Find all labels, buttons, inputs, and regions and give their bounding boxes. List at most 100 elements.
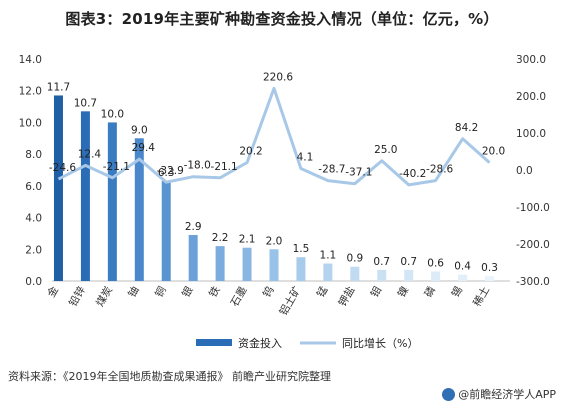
left-axis-ticks: 0.0 2.0 4.0 6.0 8.0 10.0 12.0 14.0 bbox=[19, 54, 42, 288]
growth-value-label: -37.1 bbox=[345, 167, 372, 179]
growth-value-label: -40.2 bbox=[399, 168, 426, 180]
bar-value-label: 1.1 bbox=[320, 250, 337, 262]
bar-value-label: 10.7 bbox=[74, 97, 97, 109]
left-tick-label: 4.0 bbox=[25, 213, 42, 225]
category-label: 锡 bbox=[449, 284, 466, 300]
category-label: 铅锌 bbox=[66, 284, 88, 309]
bar-value-label: 10.0 bbox=[101, 108, 124, 120]
growth-value-label: 4.1 bbox=[297, 151, 314, 163]
growth-value-label: -21.1 bbox=[211, 161, 238, 173]
bar bbox=[242, 247, 252, 281]
bar-value-label: 0.6 bbox=[427, 257, 444, 269]
brand-text: @前瞻经济学人APP bbox=[458, 388, 556, 401]
right-tick-label: -200.0 bbox=[516, 239, 550, 251]
left-tick-label: 2.0 bbox=[25, 244, 42, 256]
bar-value-label: 0.7 bbox=[373, 256, 390, 268]
bar-value-label: 0.9 bbox=[346, 253, 363, 265]
left-tick-label: 8.0 bbox=[25, 149, 42, 161]
bar-value-label: 2.9 bbox=[185, 221, 202, 233]
category-label: 钨 bbox=[260, 284, 277, 300]
bar bbox=[161, 181, 171, 281]
category-label: 稀土 bbox=[470, 284, 492, 309]
category-label: 钼 bbox=[368, 284, 385, 300]
left-tick-label: 10.0 bbox=[19, 117, 42, 129]
growth-value-label: 220.6 bbox=[263, 71, 293, 83]
right-tick-label: 200.0 bbox=[516, 91, 546, 103]
source-note: 资料来源：《2019年全国地质勘查成果通报》 前瞻产业研究院整理 bbox=[8, 370, 331, 383]
bar-value-label: 6.3 bbox=[158, 167, 175, 179]
growth-value-label: -28.6 bbox=[426, 164, 453, 176]
growth-value-label: 12.4 bbox=[78, 148, 102, 160]
bar-value-label: 1.5 bbox=[293, 243, 310, 255]
bar-value-label: 2.1 bbox=[239, 234, 256, 246]
line-series bbox=[57, 86, 491, 187]
category-label: 煤炭 bbox=[93, 284, 115, 309]
bar-value-label: 11.7 bbox=[47, 81, 70, 93]
bar bbox=[458, 274, 468, 281]
category-label: 铜 bbox=[153, 285, 169, 300]
bar-value-label: 0.4 bbox=[454, 261, 471, 273]
bar-value-label: 0.7 bbox=[400, 256, 417, 268]
left-tick-label: 12.0 bbox=[19, 86, 42, 98]
category-label: 铝土矿 bbox=[277, 284, 304, 318]
bar bbox=[53, 95, 63, 281]
bar-data-labels: 11.7 10.7 10.0 9.0 6.3 2.9 2.2 2.1 2.0 1.5 1.1 0.9 0… bbox=[47, 81, 498, 274]
right-tick-label: -300.0 bbox=[516, 276, 550, 288]
growth-value-label: 84.2 bbox=[455, 122, 478, 134]
growth-value-label: 29.4 bbox=[132, 142, 156, 154]
bar bbox=[134, 138, 144, 281]
category-label: 石墨 bbox=[229, 285, 250, 309]
legend-bar-swatch bbox=[196, 339, 232, 346]
growth-value-label: 20.2 bbox=[239, 146, 262, 158]
right-tick-label: -100.0 bbox=[516, 202, 550, 214]
bar bbox=[431, 271, 441, 281]
growth-value-label: 20.0 bbox=[482, 146, 505, 158]
bar bbox=[377, 269, 387, 281]
bar-value-label: 2.2 bbox=[212, 232, 229, 244]
left-tick-label: 0.0 bbox=[25, 276, 42, 288]
bar bbox=[350, 266, 360, 281]
category-labels: 金铅锌 煤炭铀铜银铁石墨钨铝土矿锰钾盐钼镍磷锡稀土 bbox=[45, 284, 493, 318]
bar bbox=[80, 111, 90, 281]
right-axis-ticks: -300.0 -200.0 -100.0 0.0 100.0 200.0 300.0 bbox=[516, 54, 550, 288]
left-tick-label: 6.0 bbox=[25, 181, 42, 193]
category-label: 磷 bbox=[422, 284, 439, 300]
bar bbox=[323, 263, 333, 281]
category-label: 镍 bbox=[395, 284, 412, 300]
bar bbox=[404, 269, 414, 281]
category-label: 银 bbox=[179, 284, 196, 300]
growth-value-label: -24.6 bbox=[49, 162, 76, 174]
bar bbox=[107, 122, 117, 281]
bar-series bbox=[53, 95, 495, 281]
growth-line bbox=[57, 86, 491, 187]
right-tick-label: 100.0 bbox=[516, 128, 546, 140]
bar-value-label: 2.0 bbox=[266, 235, 283, 247]
brand-watermark: @前瞻经济学人APP bbox=[442, 386, 556, 402]
legend-bar-label: 资金投入 bbox=[238, 336, 282, 350]
category-label: 钾盐 bbox=[336, 284, 358, 309]
growth-value-label: -18.0 bbox=[184, 160, 211, 172]
right-tick-label: 0.0 bbox=[516, 165, 533, 177]
legend-line-label: 同比增长（%） bbox=[342, 336, 418, 350]
brand-logo-icon bbox=[442, 387, 456, 401]
growth-value-label: -32.9 bbox=[157, 165, 184, 177]
bar-value-label: 0.3 bbox=[481, 262, 498, 274]
bar bbox=[296, 257, 306, 281]
bar bbox=[215, 246, 225, 281]
line-data-labels: -24.612.4-21.129.4-32.9 -18.0 -21.120.2220… bbox=[49, 71, 505, 179]
bar-value-label: 9.0 bbox=[131, 124, 148, 136]
growth-value-label: -28.7 bbox=[318, 164, 345, 176]
category-label: 铁 bbox=[206, 284, 223, 300]
bar bbox=[269, 249, 279, 281]
bar bbox=[188, 235, 198, 281]
right-tick-label: 300.0 bbox=[516, 54, 546, 66]
legend: 资金投入 同比增长（%） bbox=[196, 336, 418, 350]
category-label: 铀 bbox=[125, 284, 142, 300]
category-label: 锰 bbox=[314, 284, 331, 300]
chart-title: 图表3：2019年主要矿种勘查资金投入情况（单位：亿元，%） bbox=[65, 10, 499, 28]
left-tick-label: 14.0 bbox=[19, 54, 42, 66]
category-label: 金 bbox=[45, 284, 62, 300]
growth-value-label: -21.1 bbox=[103, 161, 130, 173]
growth-value-label: 25.0 bbox=[374, 144, 397, 156]
